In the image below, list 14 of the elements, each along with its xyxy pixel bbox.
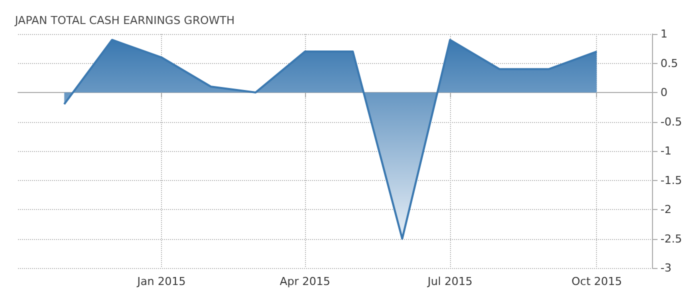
chart-title: JAPAN TOTAL CASH EARNINGS GROWTH — [14, 14, 235, 27]
x-tick-label: Apr 2015 — [280, 275, 330, 288]
x-tick-label: Jul 2015 — [426, 275, 472, 288]
x-tick-label: Jan 2015 — [136, 275, 186, 288]
y-tick-label: -1 — [660, 144, 672, 158]
y-tick-label: 0.5 — [660, 56, 678, 70]
y-tick-label: -0.5 — [660, 115, 682, 128]
y-tick-label: 0 — [660, 86, 668, 99]
y-tick-label: -3 — [660, 262, 672, 274]
y-tick-label: -2.5 — [660, 232, 682, 246]
y-tick-label: 1 — [660, 28, 668, 40]
y-tick-label: -1.5 — [660, 174, 682, 187]
y-tick-label: -2 — [660, 203, 672, 216]
x-tick-label: Oct 2015 — [571, 275, 622, 288]
